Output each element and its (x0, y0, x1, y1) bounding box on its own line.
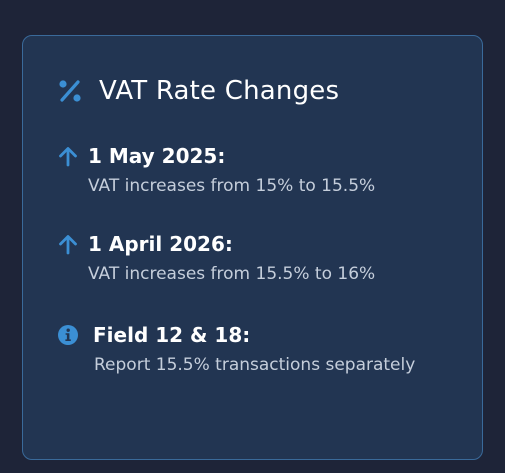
item-description: VAT increases from 15% to 15.5% (88, 176, 376, 196)
info-circle-icon (57, 324, 79, 346)
vat-change-item-may-2025: 1 May 2025: VAT increases from 15% to 15… (57, 144, 375, 196)
percent-icon (57, 78, 83, 104)
item-label: 1 May 2025: (88, 144, 226, 168)
item-description: VAT increases from 15.5% to 16% (88, 264, 376, 284)
item-description: Report 15.5% transactions separately (94, 355, 416, 375)
arrow-up-icon (57, 233, 79, 255)
card-header: VAT Rate Changes (57, 76, 339, 106)
vat-rate-changes-card: VAT Rate Changes 1 May 2025: VAT increas… (22, 35, 483, 460)
reporting-note-item: Field 12 & 18: Report 15.5% transactions… (57, 323, 415, 375)
card-title: VAT Rate Changes (99, 76, 340, 106)
item-label: 1 April 2026: (88, 232, 233, 256)
item-label: Field 12 & 18: (93, 323, 251, 347)
vat-change-item-april-2026: 1 April 2026: VAT increases from 15.5% t… (57, 232, 375, 284)
arrow-up-icon (57, 145, 79, 167)
